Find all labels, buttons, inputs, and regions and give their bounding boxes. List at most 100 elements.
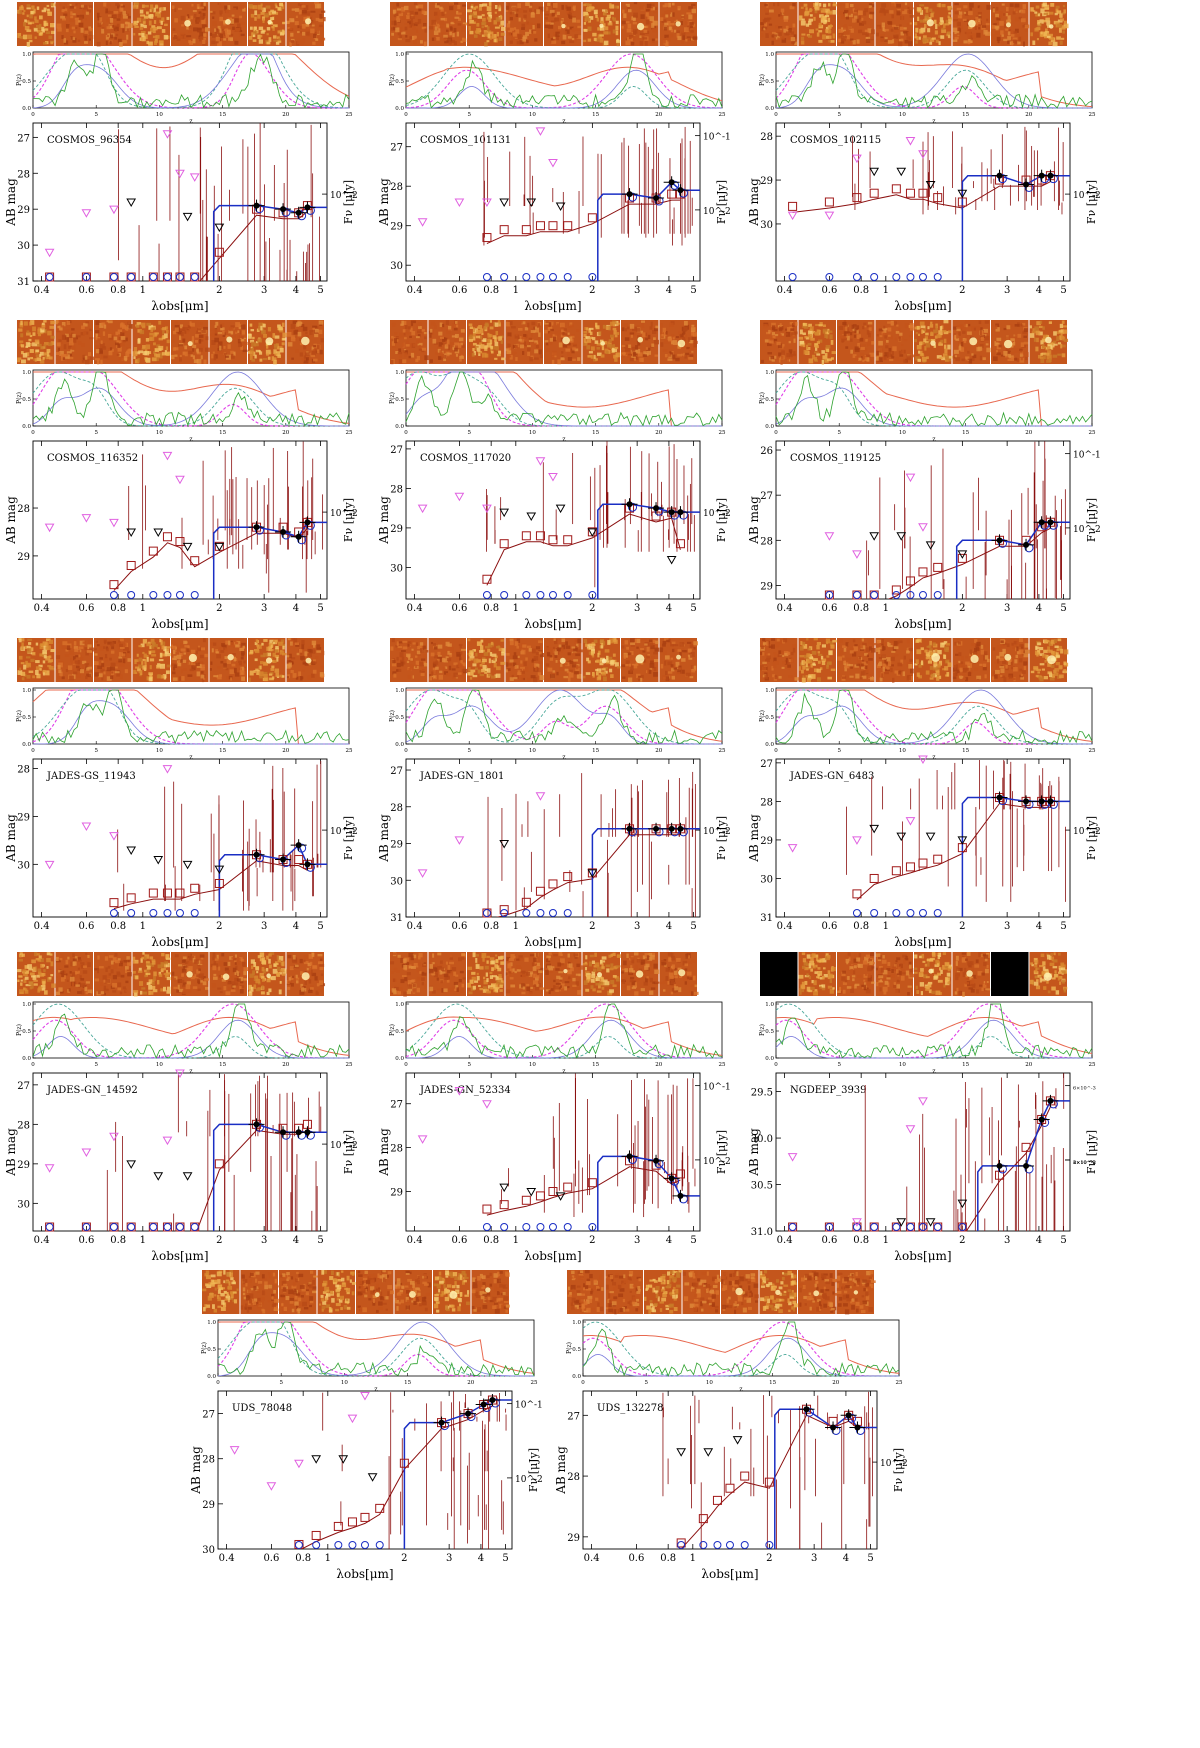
stamp-noise <box>680 20 683 26</box>
stamp-noise <box>429 334 432 338</box>
stamp-noise <box>134 2 140 6</box>
stamp-noise <box>70 658 74 663</box>
cutout-stamp <box>505 320 543 364</box>
stamp-noise <box>624 348 630 352</box>
stamp-noise <box>976 32 981 38</box>
stamp-noise <box>116 340 122 344</box>
stamp-noise <box>1042 19 1047 23</box>
stamp-noise <box>220 28 225 31</box>
stamp-noise <box>211 33 217 38</box>
stamp-noise <box>641 323 645 328</box>
stamp-noise <box>850 28 854 33</box>
stamp-noise <box>468 26 471 31</box>
stamp-noise <box>838 28 843 34</box>
stamp-noise <box>995 30 1001 35</box>
stamp-noise <box>909 323 914 329</box>
stamp-noise <box>311 23 315 27</box>
stamp-noise <box>48 665 54 670</box>
stamp-noise <box>306 344 310 347</box>
stamp-noise <box>116 642 121 648</box>
stamp-noise <box>575 328 580 333</box>
stamp-noise <box>486 16 491 20</box>
stamp-noise <box>21 677 25 681</box>
stamp-noise <box>963 40 968 44</box>
sed-xlabel: λobs[μm] <box>894 299 951 313</box>
stamp-noise <box>258 26 264 31</box>
cutout-stamp <box>94 638 132 682</box>
stamp-noise <box>971 32 976 38</box>
detection-point <box>253 202 260 209</box>
stamp-noise <box>232 26 235 30</box>
stamp-noise <box>152 35 158 38</box>
sed-ytick-label: 29 <box>390 524 403 535</box>
stamp-noise <box>991 24 997 29</box>
stamp-noise <box>831 351 837 355</box>
hst-upper-limit <box>417 504 428 514</box>
stamp-noise <box>58 339 62 343</box>
stamp-noise <box>82 664 85 670</box>
cutout-stamp <box>582 2 620 47</box>
stamp-noise <box>402 329 406 333</box>
stamp-noise <box>481 332 484 336</box>
stamp-noise <box>507 336 511 342</box>
pz-curve <box>32 53 350 97</box>
stamp-noise <box>884 39 888 42</box>
stamp-noise <box>254 16 257 21</box>
stamp-noise <box>497 320 501 325</box>
stamp-noise <box>239 670 245 676</box>
stamp-noise <box>225 668 229 671</box>
stamp-noise <box>901 349 905 354</box>
stamp-noise <box>969 2 974 8</box>
highz-model-photometry <box>305 205 315 215</box>
cutout-stamp <box>544 320 582 365</box>
stamp-noise <box>644 40 648 46</box>
stamp-noise <box>779 326 784 330</box>
stamp-noise <box>635 357 639 361</box>
stamp-noise <box>228 37 234 41</box>
stamp-noise <box>925 342 930 348</box>
stamp-noise <box>589 6 594 11</box>
stamp-noise <box>228 642 234 648</box>
stamp-noise <box>813 16 816 21</box>
stamp-noise <box>1060 26 1066 30</box>
stamp-noise <box>237 335 242 340</box>
stamp-noise <box>781 353 785 358</box>
stamp-noise <box>456 10 459 15</box>
stamp-noise <box>1003 351 1008 356</box>
sed-xtick-label: 5 <box>317 285 323 296</box>
stamp-noise <box>852 326 857 332</box>
stamp-noise <box>967 33 973 38</box>
stamp-noise <box>156 664 161 669</box>
stamp-noise <box>508 321 513 326</box>
stamp-noise <box>18 328 23 332</box>
stamp-noise <box>651 38 655 43</box>
stamp-noise <box>930 338 936 342</box>
stamp-noise <box>526 347 531 352</box>
pz-xtick-label: 20 <box>1025 430 1032 436</box>
stamp-noise <box>305 332 308 335</box>
stamp-noise <box>967 41 971 45</box>
stamp-noise <box>572 28 575 32</box>
pz-xtick-label: 15 <box>219 430 226 436</box>
stamp-noise <box>965 356 970 361</box>
stamp-noise <box>79 640 85 646</box>
stamp-noise <box>55 666 59 669</box>
stamp-noise <box>505 8 510 12</box>
stamp-noise <box>217 41 223 46</box>
stamp-noise <box>293 329 299 335</box>
stamp-noise <box>32 332 36 336</box>
stamp-noise <box>943 338 947 344</box>
stamp-noise <box>535 345 539 349</box>
stamp-noise <box>264 13 269 18</box>
stamp-noise <box>815 345 819 349</box>
stamp-noise <box>971 353 974 356</box>
sed-ylabel: AB mag <box>378 496 391 545</box>
stamp-noise <box>240 346 243 350</box>
stamp-noise <box>1052 340 1057 344</box>
highz-model-photometry <box>628 502 638 512</box>
stamp-noise <box>108 14 112 17</box>
stamp-noise <box>110 25 113 29</box>
stamp-noise <box>968 25 973 30</box>
stamp-noise <box>253 31 258 35</box>
lowz-model-photometry <box>824 197 834 207</box>
